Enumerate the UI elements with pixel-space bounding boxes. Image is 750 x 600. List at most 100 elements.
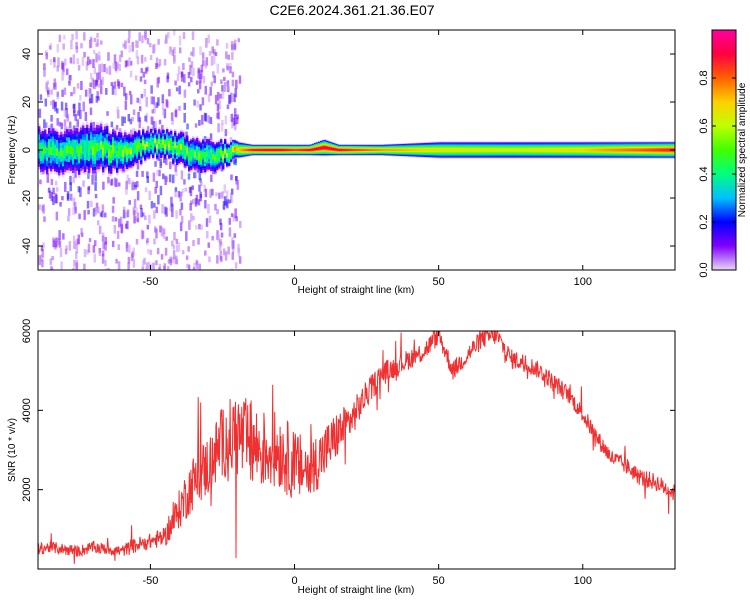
heatmap-speckle: [118, 218, 121, 228]
heatmap-cell: [666, 148, 669, 152]
heatmap-cell: [560, 148, 563, 152]
heatmap-speckle: [72, 197, 76, 207]
heatmap-speckle: [199, 104, 202, 111]
heatmap-speckle: [122, 209, 126, 219]
heatmap-speckle: [38, 204, 41, 210]
heatmap-cell: [272, 149, 275, 151]
heatmap-cell: [352, 149, 355, 151]
heatmap-speckle: [146, 38, 150, 45]
heatmap-speckle: [223, 76, 226, 81]
heatmap-speckle: [131, 117, 134, 122]
heatmap-speckle: [95, 202, 99, 208]
heatmap-cell: [644, 148, 647, 152]
heatmap-speckle: [40, 246, 44, 252]
heatmap-cell: [550, 148, 553, 152]
heatmap-speckle: [204, 250, 207, 256]
heatmap-speckle: [104, 241, 107, 251]
heatmap-speckle: [82, 180, 85, 187]
heatmap-speckle: [192, 266, 196, 270]
heatmap-speckle: [173, 54, 176, 62]
heatmap-speckle: [77, 186, 81, 193]
heatmap-speckle: [124, 100, 128, 110]
heatmap-speckle: [228, 199, 231, 204]
heatmap-cell: [532, 148, 535, 152]
heatmap-speckle: [187, 264, 191, 270]
heatmap-speckle: [128, 44, 131, 53]
heatmap-speckle: [128, 178, 131, 185]
heatmap-cell: [308, 149, 311, 151]
heatmap-speckle: [214, 51, 218, 57]
snr-y-axis-label: SNR (10 * v/v): [7, 418, 18, 482]
heatmap-speckle: [135, 207, 138, 214]
heatmap-cell: [152, 143, 155, 148]
heatmap-speckle: [107, 176, 110, 184]
heatmap-speckle: [168, 89, 171, 97]
heatmap-cell: [476, 148, 479, 152]
heatmap-cell: [162, 139, 165, 145]
heatmap-cell: [422, 148, 425, 152]
heatmap-speckle: [172, 257, 175, 264]
heatmap-speckle: [107, 52, 110, 61]
heatmap-speckle: [133, 181, 137, 187]
heatmap-cell: [402, 148, 405, 152]
heatmap-speckle: [149, 43, 152, 48]
heatmap-speckle: [62, 62, 65, 72]
heatmap-cell: [356, 149, 359, 151]
heatmap-speckle: [92, 59, 95, 68]
heatmap-cell: [208, 151, 211, 158]
heatmap-cell: [292, 149, 295, 151]
heatmap-speckle: [85, 61, 89, 71]
heatmap-speckle: [231, 79, 235, 87]
heatmap-speckle: [63, 108, 67, 117]
heatmap-speckle: [116, 62, 120, 69]
heatmap-cell: [128, 147, 131, 154]
heatmap-speckle: [216, 39, 219, 46]
heatmap-speckle: [137, 111, 140, 122]
heatmap-speckle: [158, 263, 162, 270]
heatmap-speckle: [91, 174, 94, 185]
heatmap-speckle: [197, 238, 200, 245]
heatmap-speckle: [89, 59, 92, 65]
heatmap-speckle: [165, 207, 168, 217]
heatmap-speckle: [96, 32, 99, 38]
heatmap-speckle: [231, 252, 235, 260]
heatmap-speckle: [126, 174, 129, 182]
heatmap-cell: [558, 148, 561, 152]
heatmap-speckle: [220, 232, 224, 238]
heatmap-speckle: [232, 214, 236, 222]
heatmap-speckle: [79, 187, 82, 197]
snr-x-tick-label: 0: [291, 575, 297, 587]
heatmap-cell: [144, 144, 147, 150]
heatmap-speckle: [180, 170, 184, 180]
heatmap-cell: [40, 148, 43, 156]
heatmap-cell: [416, 148, 419, 152]
heatmap-speckle: [69, 182, 73, 192]
heatmap-speckle: [233, 114, 237, 125]
heatmap-cell: [326, 146, 329, 150]
heatmap-speckle: [238, 75, 242, 84]
heatmap-speckle: [73, 103, 76, 113]
heatmap-cell: [46, 150, 49, 158]
heatmap-cell: [556, 148, 559, 152]
heatmap-speckle: [69, 57, 73, 64]
heatmap-speckle: [105, 267, 109, 270]
heatmap-speckle: [216, 255, 219, 264]
heatmap-cell: [548, 148, 551, 152]
colorbar-tick-label: 0.8: [698, 70, 710, 85]
heatmap-speckle: [92, 208, 96, 217]
heatmap-speckle: [218, 192, 221, 199]
heatmap-cell: [346, 149, 349, 151]
heatmap-speckle: [83, 51, 86, 58]
heatmap-speckle: [190, 61, 194, 69]
heatmap-speckle: [144, 215, 147, 220]
heatmap-speckle: [194, 123, 198, 128]
heatmap-speckle: [224, 251, 228, 261]
heatmap-speckle: [186, 123, 189, 130]
heatmap-speckle: [157, 39, 160, 45]
heatmap-cell: [370, 149, 373, 151]
heatmap-cell: [486, 148, 489, 152]
heatmap-speckle: [141, 212, 145, 217]
heatmap-speckle: [188, 220, 191, 230]
heatmap-speckle: [129, 94, 133, 105]
heatmap-cell: [374, 149, 377, 151]
